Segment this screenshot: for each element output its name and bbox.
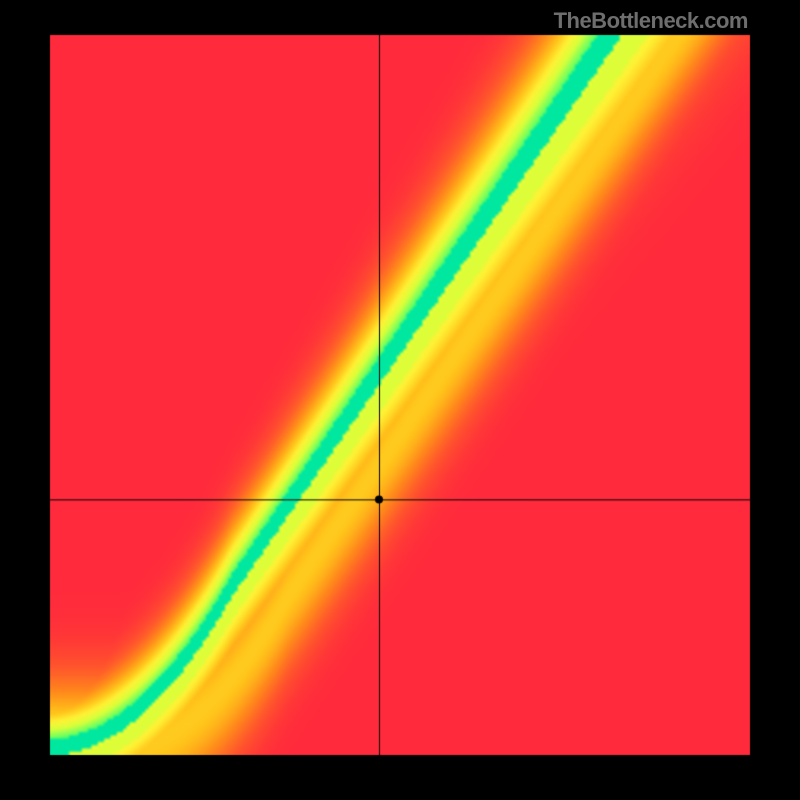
watermark-text: TheBottleneck.com — [554, 8, 748, 34]
bottleneck-heatmap-canvas — [0, 0, 800, 800]
chart-root: TheBottleneck.com — [0, 0, 800, 800]
